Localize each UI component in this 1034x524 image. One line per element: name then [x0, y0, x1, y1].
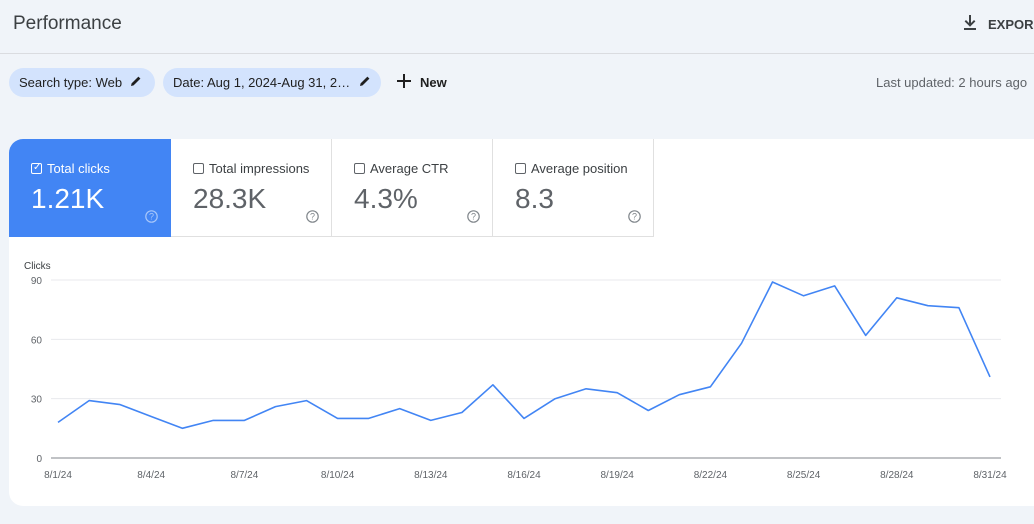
- clicks-series-line: [57, 281, 991, 430]
- metric-label: Average position: [531, 161, 628, 176]
- x-tick-label: 8/22/24: [694, 470, 728, 481]
- export-button[interactable]: EXPOR: [962, 13, 1034, 35]
- svg-text:?: ?: [471, 212, 476, 222]
- checkbox-icon[interactable]: [515, 163, 526, 174]
- svg-text:?: ?: [632, 212, 637, 222]
- date-range-label: Date: Aug 1, 2024-Aug 31, 20...: [173, 75, 351, 90]
- x-tick-label: 8/25/24: [787, 470, 821, 481]
- search-type-filter-chip[interactable]: Search type: Web: [9, 68, 155, 97]
- metric-card-total-impressions[interactable]: Total impressions 28.3K ?: [171, 139, 332, 237]
- metric-card-average-position[interactable]: Average position 8.3 ?: [493, 139, 654, 237]
- plus-icon: [397, 74, 411, 91]
- x-tick-label: 8/4/24: [137, 470, 165, 481]
- edit-icon[interactable]: [130, 75, 142, 90]
- page-title: Performance: [13, 13, 122, 34]
- help-icon[interactable]: ?: [306, 210, 319, 228]
- date-filter-chip[interactable]: Date: Aug 1, 2024-Aug 31, 20...: [163, 68, 381, 97]
- search-type-label: Search type: Web: [19, 75, 123, 90]
- x-tick-label: 8/19/24: [601, 470, 635, 481]
- x-tick-label: 8/16/24: [507, 470, 541, 481]
- help-icon[interactable]: ?: [628, 210, 641, 228]
- metric-label: Total impressions: [209, 161, 310, 176]
- metric-label: Average CTR: [370, 161, 449, 176]
- new-filter-label: New: [420, 75, 447, 90]
- checkbox-checked-icon[interactable]: ✓: [31, 162, 42, 174]
- help-icon[interactable]: ?: [467, 210, 480, 228]
- export-label: EXPOR: [988, 16, 1034, 32]
- last-updated-text: Last updated: 2 hours ago: [876, 75, 1028, 90]
- y-axis-label: Clicks: [24, 261, 51, 272]
- y-tick-label: 0: [36, 454, 42, 465]
- y-tick-label: 30: [31, 395, 43, 406]
- svg-text:?: ?: [149, 212, 154, 222]
- performance-card: ✓ Total clicks 1.21K ? Total impressions…: [9, 139, 1034, 506]
- metric-card-total-clicks[interactable]: ✓ Total clicks 1.21K ?: [9, 139, 171, 237]
- new-filter-button[interactable]: New: [397, 70, 447, 95]
- x-tick-label: 8/28/24: [880, 470, 914, 481]
- metric-value: 28.3K: [193, 183, 267, 214]
- metric-value: 4.3%: [354, 183, 418, 214]
- download-icon: [962, 14, 978, 35]
- clicks-line-chart: Clicks 0 30 60 90 8/1/24 8/4/24 8/7/24 8/10/24…: [24, 261, 1007, 481]
- x-tick-label: 8/10/24: [321, 470, 355, 481]
- x-tick-label: 8/7/24: [230, 470, 258, 481]
- y-tick-label: 60: [31, 335, 43, 346]
- header-divider: [0, 53, 1034, 54]
- metric-value: 8.3: [515, 183, 554, 214]
- edit-icon[interactable]: [359, 75, 371, 90]
- x-tick-label: 8/13/24: [414, 470, 448, 481]
- help-icon[interactable]: ?: [145, 210, 158, 228]
- checkbox-icon[interactable]: [354, 163, 365, 174]
- x-tick-label: 8/1/24: [44, 470, 72, 481]
- svg-text:?: ?: [310, 212, 315, 222]
- x-tick-label: 8/31/24: [973, 470, 1007, 481]
- metric-card-average-ctr[interactable]: Average CTR 4.3% ?: [332, 139, 493, 237]
- metric-label: Total clicks: [47, 161, 110, 176]
- metric-value: 1.21K: [31, 183, 105, 214]
- y-tick-label: 90: [31, 276, 43, 287]
- checkbox-icon[interactable]: [193, 163, 204, 174]
